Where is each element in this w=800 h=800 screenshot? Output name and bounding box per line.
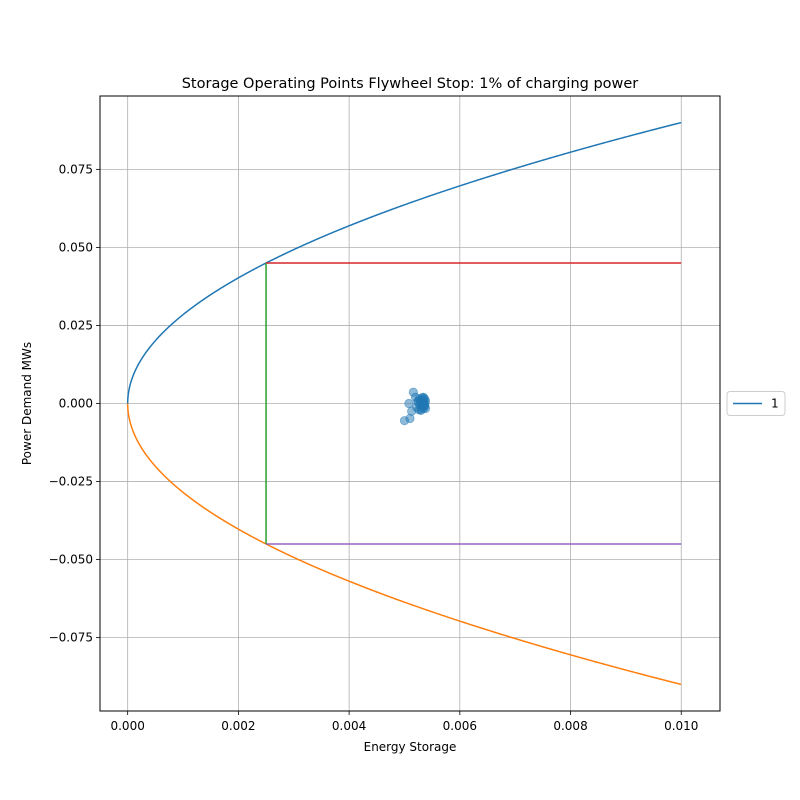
x-tick-label: 0.010 bbox=[664, 719, 698, 733]
scatter-point bbox=[404, 398, 414, 409]
legend-label-series-1: 1 bbox=[771, 397, 779, 411]
x-tick-label: 0.004 bbox=[332, 719, 366, 733]
x-tick-label: 0.006 bbox=[443, 719, 477, 733]
y-tick-label: −0.075 bbox=[49, 631, 93, 645]
x-axis-label: Energy Storage bbox=[364, 740, 457, 754]
y-tick-label: 0.075 bbox=[59, 162, 93, 176]
y-tick-label: 0.000 bbox=[59, 397, 93, 411]
legend: 1 bbox=[726, 391, 786, 416]
x-tick-label: 0.000 bbox=[110, 719, 144, 733]
chart-title: Storage Operating Points Flywheel Stop: … bbox=[182, 76, 639, 92]
y-tick-label: 0.050 bbox=[59, 240, 93, 254]
x-tick-label: 0.008 bbox=[553, 719, 587, 733]
ticks: 0.000 0.002 0.004 0.006 0.008 0.010 −0.075 −0.0… bbox=[49, 162, 699, 733]
plot-area bbox=[126, 121, 682, 686]
grid bbox=[100, 96, 720, 711]
scatter-point bbox=[416, 405, 426, 415]
scatter-point bbox=[413, 397, 423, 407]
y-tick-label: 0.025 bbox=[59, 318, 93, 332]
y-tick-label: −0.050 bbox=[49, 553, 93, 567]
y-tick-label: −0.025 bbox=[49, 475, 93, 489]
x-tick-label: 0.002 bbox=[221, 719, 255, 733]
y-axis-label: Power Demand MWs bbox=[20, 342, 34, 465]
